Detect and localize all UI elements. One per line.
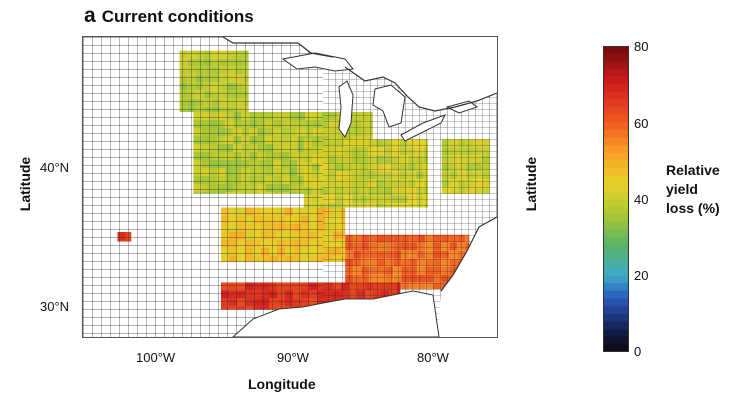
colorbar-tick-80: 80: [634, 39, 649, 54]
lat-tick-30: 30°N: [40, 299, 70, 314]
panel-title: a Current conditions: [84, 4, 254, 28]
colorbar-swatch: [603, 160, 629, 169]
colorbar-swatch: [603, 137, 629, 146]
colorbar-swatch: [603, 344, 629, 353]
colorbar-swatch: [603, 336, 629, 345]
latitude-axis-title-left: Latitude: [17, 156, 34, 212]
colorbar-swatch: [603, 244, 629, 253]
colorbar-swatch: [603, 114, 629, 123]
colorbar-swatch: [603, 237, 629, 246]
lake-superior: [281, 52, 354, 72]
panel-letter: a: [84, 4, 96, 27]
lon-tick-80: 80°W: [417, 350, 449, 365]
colorbar-swatch: [603, 275, 629, 284]
longitude-axis-title: Longitude: [248, 376, 316, 392]
colorbar-swatch: [603, 122, 629, 131]
county-cell-southeast: [457, 266, 466, 275]
colorbar-swatch: [603, 298, 629, 307]
county-cell-southeast: [465, 274, 470, 283]
atlantic-coastline: [440, 216, 497, 292]
colorbar-swatch: [603, 290, 629, 299]
lat-tick-40: 40°N: [40, 160, 70, 175]
colorbar-swatch: [603, 321, 629, 330]
county-cell-southeast: [465, 282, 470, 290]
colorbar-swatch: [603, 199, 629, 207]
colorbar-tick-60: 60: [634, 116, 649, 131]
great-lakes: [281, 52, 479, 142]
colorbar-swatch: [603, 260, 629, 269]
county-cell-southeast: [457, 274, 466, 283]
colorbar-swatch: [603, 176, 629, 184]
colorbar-title-line: loss (%): [666, 200, 720, 216]
colorbar-tick-20: 20: [634, 268, 649, 283]
lake-huron: [372, 84, 406, 128]
colorbar-swatch: [603, 329, 629, 337]
county-cell-southeast: [457, 282, 466, 290]
colorbar-swatch: [603, 68, 629, 77]
colorbar-border: [603, 46, 629, 352]
county-cell-southeast: [449, 282, 458, 290]
colorbar-swatch: [603, 206, 629, 215]
colorbar-swatch: [603, 153, 629, 162]
colorbar-swatch: [603, 168, 629, 177]
colorbar-swatch: [603, 91, 629, 100]
colorbar-swatch: [603, 191, 629, 200]
gulf-of-mexico: [232, 290, 440, 337]
colorbar-swatch: [603, 313, 629, 322]
land-area: [83, 37, 497, 337]
colorbar-title-line: Relative: [666, 162, 720, 178]
lon-tick-100: 100°W: [136, 350, 176, 365]
county-cell-southeast: [465, 258, 470, 267]
colorbar-title-line: yield: [666, 181, 698, 197]
colorbar-swatch: [603, 306, 629, 315]
canada-border: [222, 37, 334, 58]
colorbar-swatch: [603, 283, 629, 292]
colorbar-swatch: [603, 145, 629, 154]
colorbar-swatch: [603, 61, 629, 70]
lake-michigan: [338, 80, 354, 138]
northern-border: [344, 66, 497, 112]
county-cell-southeast: [465, 266, 470, 275]
yield-loss-map: [83, 37, 497, 337]
colorbar-swatch: [603, 214, 629, 223]
colorbar-tick-40: 40: [634, 192, 649, 207]
colorbar-swatch: [603, 76, 629, 85]
colorbar-swatch: [603, 183, 629, 192]
lon-tick-90: 90°W: [277, 350, 309, 365]
colorbar-swatch: [603, 99, 629, 108]
colorbar-swatch: [603, 130, 629, 139]
map-frame: [82, 36, 498, 338]
colorbar-swatch: [603, 46, 629, 54]
colorbar-swatch: [603, 221, 629, 230]
colorbar-swatch: [603, 107, 629, 116]
panel-title-text: Current conditions: [101, 7, 254, 26]
colorbar-title: Relative yield loss (%): [666, 161, 720, 218]
colorbar-swatch: [603, 53, 629, 62]
lake-ontario: [445, 100, 479, 114]
colorbar-swatch: [603, 229, 629, 238]
colorbar-swatch: [603, 84, 629, 93]
colorbar-tick-0: 0: [634, 344, 642, 359]
colorbar: [603, 46, 629, 357]
colorbar-swatch: [603, 252, 629, 261]
colorbar-swatch: [603, 267, 629, 276]
latitude-axis-title-right: Latitude: [523, 156, 540, 212]
colorbar-scale: [603, 46, 629, 353]
lake-erie: [400, 114, 447, 142]
